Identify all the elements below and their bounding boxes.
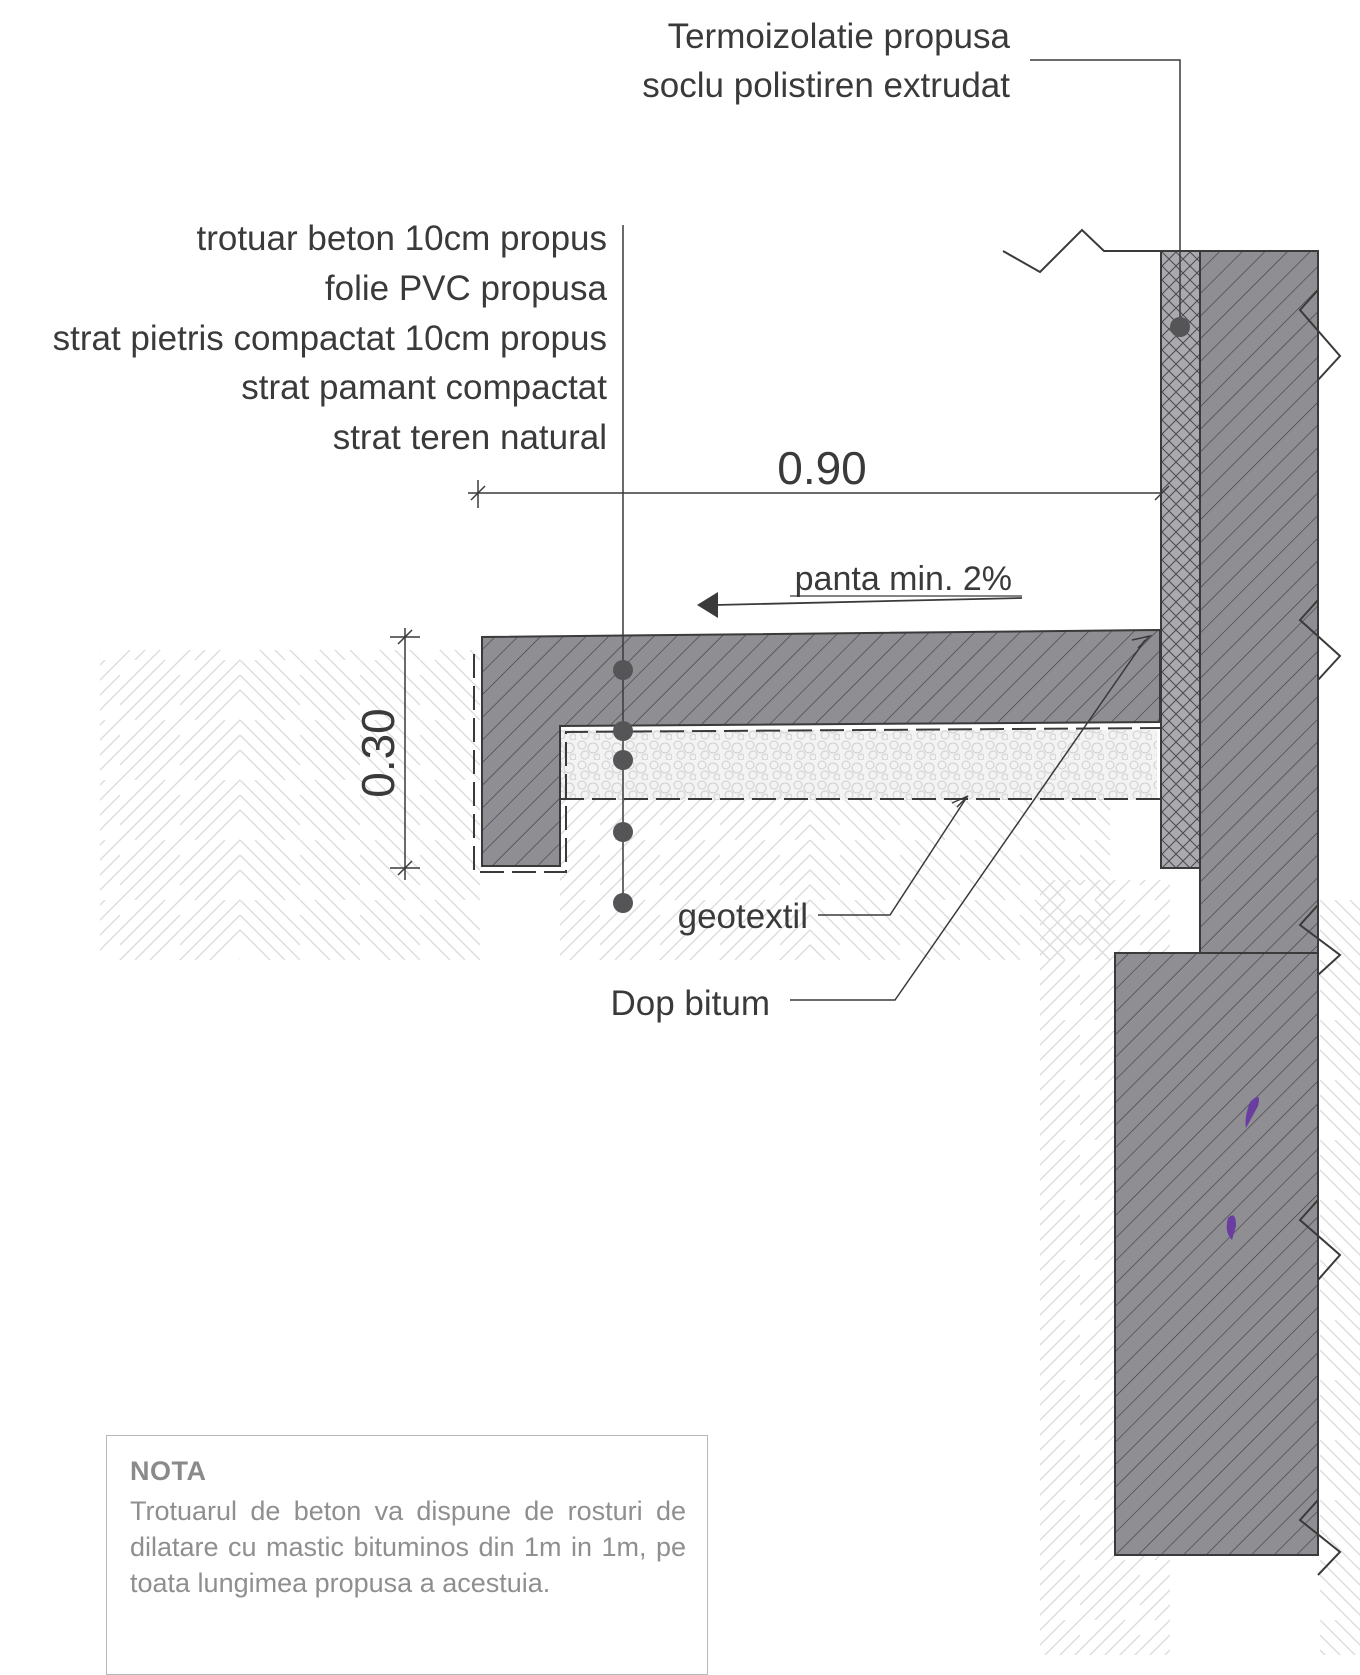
foundation-wall-lower	[1115, 953, 1318, 1555]
geotextil-label: geotextil	[678, 897, 808, 936]
layer-label-5: strat teren natural	[333, 418, 607, 457]
width-dimension-label: 0.90	[777, 442, 867, 494]
layer-label-3: strat pietris compactat 10cm propus	[53, 319, 607, 358]
slope-label: panta min. 2%	[795, 560, 1012, 598]
note-title: NOTA	[130, 1456, 207, 1487]
note-box: NOTA Trotuarul de beton va dispune de ro…	[106, 1435, 708, 1675]
foundation-wall-upper	[1200, 251, 1318, 953]
layer-label-1: trotuar beton 10cm propus	[196, 219, 607, 258]
layer-label-4: strat pamant compactat	[241, 368, 607, 407]
gravel-layer	[557, 730, 1157, 800]
termo-leader	[1030, 60, 1180, 330]
grade-break-line	[1003, 230, 1161, 272]
height-dimension-label: 0.30	[352, 708, 404, 798]
dop-bitum-label: Dop bitum	[610, 984, 770, 1023]
termo-label-line1: Termoizolatie propusa	[668, 17, 1011, 56]
termo-label-line2: soclu polistiren extrudat	[642, 66, 1010, 105]
xps-insulation	[1161, 251, 1200, 868]
note-text: Trotuarul de beton va dispune de rosturi…	[130, 1493, 686, 1601]
layer-label-2: folie PVC propusa	[325, 269, 608, 308]
termo-leader-dot	[1170, 317, 1190, 337]
